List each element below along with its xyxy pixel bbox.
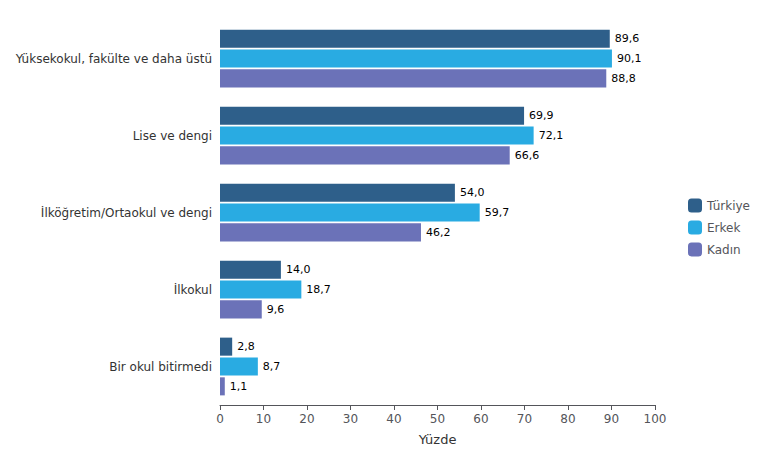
svg-text:Erkek: Erkek [707,221,740,235]
svg-text:72,1: 72,1 [539,129,564,142]
svg-text:1,1: 1,1 [230,380,248,393]
svg-text:90: 90 [604,412,619,426]
svg-text:90,1: 90,1 [617,52,642,65]
svg-text:54,0: 54,0 [460,186,485,199]
svg-text:9,6: 9,6 [267,303,285,316]
svg-text:0: 0 [216,412,224,426]
svg-text:Lise ve dengi: Lise ve dengi [133,129,212,143]
svg-text:Yüksekokul, fakülte ve daha üs: Yüksekokul, fakülte ve daha üstü [15,52,212,66]
svg-text:60: 60 [473,412,488,426]
svg-text:10: 10 [256,412,271,426]
svg-text:88,8: 88,8 [611,72,636,85]
svg-text:Türkiye: Türkiye [706,199,750,213]
svg-text:50: 50 [430,412,445,426]
svg-text:İlköğretim/Ortaokul ve dengi: İlköğretim/Ortaokul ve dengi [41,205,212,220]
svg-text:İlkokul: İlkokul [174,282,212,297]
svg-text:46,2: 46,2 [426,226,451,239]
svg-text:Yüzde: Yüzde [418,432,457,447]
svg-text:2,8: 2,8 [237,340,255,353]
svg-text:14,0: 14,0 [286,263,311,276]
svg-text:59,7: 59,7 [485,206,510,219]
svg-text:30: 30 [343,412,358,426]
svg-text:80: 80 [560,412,575,426]
svg-text:18,7: 18,7 [306,283,331,296]
svg-text:40: 40 [386,412,401,426]
svg-text:8,7: 8,7 [263,360,281,373]
svg-text:89,6: 89,6 [615,32,640,45]
svg-text:69,9: 69,9 [529,109,554,122]
svg-text:100: 100 [644,412,667,426]
svg-text:20: 20 [299,412,314,426]
svg-text:Kadın: Kadın [707,243,741,257]
svg-text:70: 70 [517,412,532,426]
svg-text:Bir okul bitirmedi: Bir okul bitirmedi [109,360,212,374]
svg-text:66,6: 66,6 [515,149,540,162]
